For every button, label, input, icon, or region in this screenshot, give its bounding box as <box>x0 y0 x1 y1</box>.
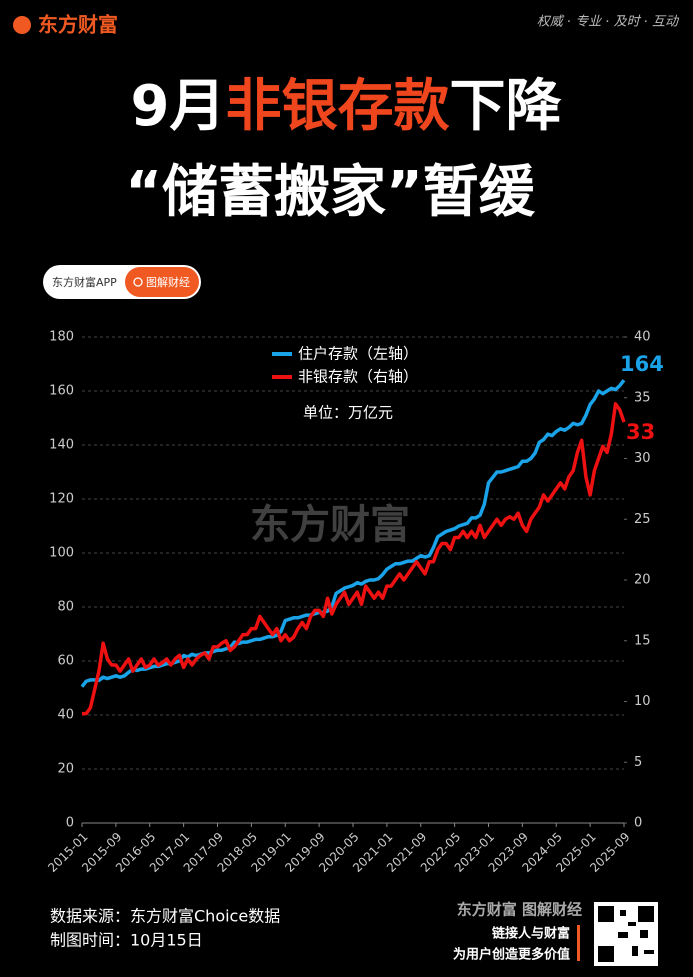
y2-tick-label: 0 <box>634 816 642 831</box>
logo-icon <box>13 16 31 34</box>
y-tick-label: 0 <box>66 816 74 831</box>
badge-right: 图解财经 <box>146 275 190 289</box>
y2-tick-label: 15 <box>634 633 651 648</box>
y-tick-label: 80 <box>57 600 74 615</box>
series-line <box>82 402 626 716</box>
date: 制图时间：10月15日 <box>50 931 203 950</box>
search-icon <box>133 277 143 287</box>
y-tick-label: 60 <box>57 654 74 669</box>
tag2: 为用户创造更多价值 <box>453 947 570 963</box>
brand: 东方财富 图解财经 <box>457 901 582 919</box>
logo: 东方财富 <box>38 13 118 37</box>
end-label: 164 <box>620 352 664 376</box>
y2-tick-label: 30 <box>634 451 651 466</box>
title-part: 9月 <box>131 74 226 139</box>
title-line1: 9月非银存款下降 <box>131 74 562 139</box>
title-line2: “储蓄搬家”暂缓 <box>125 160 536 225</box>
y-tick-label: 40 <box>57 708 74 723</box>
tag1: 链接人与财富 <box>491 926 570 942</box>
title-part: 非银存款 <box>225 74 449 139</box>
y2-tick-label: 35 <box>634 390 651 405</box>
title-part: 下降 <box>449 74 561 139</box>
y2-tick-label: 40 <box>634 330 651 345</box>
slogan: 权威 · 专业 · 及时 · 互动 <box>537 15 680 30</box>
y-tick-label: 160 <box>49 384 74 399</box>
chart: 0 20 40 60 80 100 120 140 160 180 0 5 10 15 20 25 30 35 40… <box>45 330 664 876</box>
legend-label: 非银存款（右轴） <box>298 368 418 386</box>
y-tick-label: 180 <box>49 330 74 345</box>
y2-tick-label: 25 <box>634 512 651 527</box>
badge-left: 东方财富APP <box>52 275 117 289</box>
end-label: 33 <box>626 420 655 444</box>
subtitle: 单位：万亿元 <box>303 404 393 422</box>
y-tick-label: 120 <box>49 492 74 507</box>
legend-label: 住户存款（左轴） <box>298 345 418 363</box>
divider <box>577 925 580 961</box>
y-tick-label: 20 <box>57 762 74 777</box>
y2-tick-label: 20 <box>634 573 651 588</box>
y2-tick-label: 5 <box>634 755 642 770</box>
source: 数据来源：东方财富Choice数据 <box>50 907 280 926</box>
y-tick-label: 100 <box>49 546 74 561</box>
badge-button <box>125 267 199 297</box>
qr-pattern <box>598 906 654 962</box>
y2-tick-label: 10 <box>634 694 651 709</box>
watermark: 东方财富 <box>250 502 410 548</box>
y-tick-label: 140 <box>49 438 74 453</box>
